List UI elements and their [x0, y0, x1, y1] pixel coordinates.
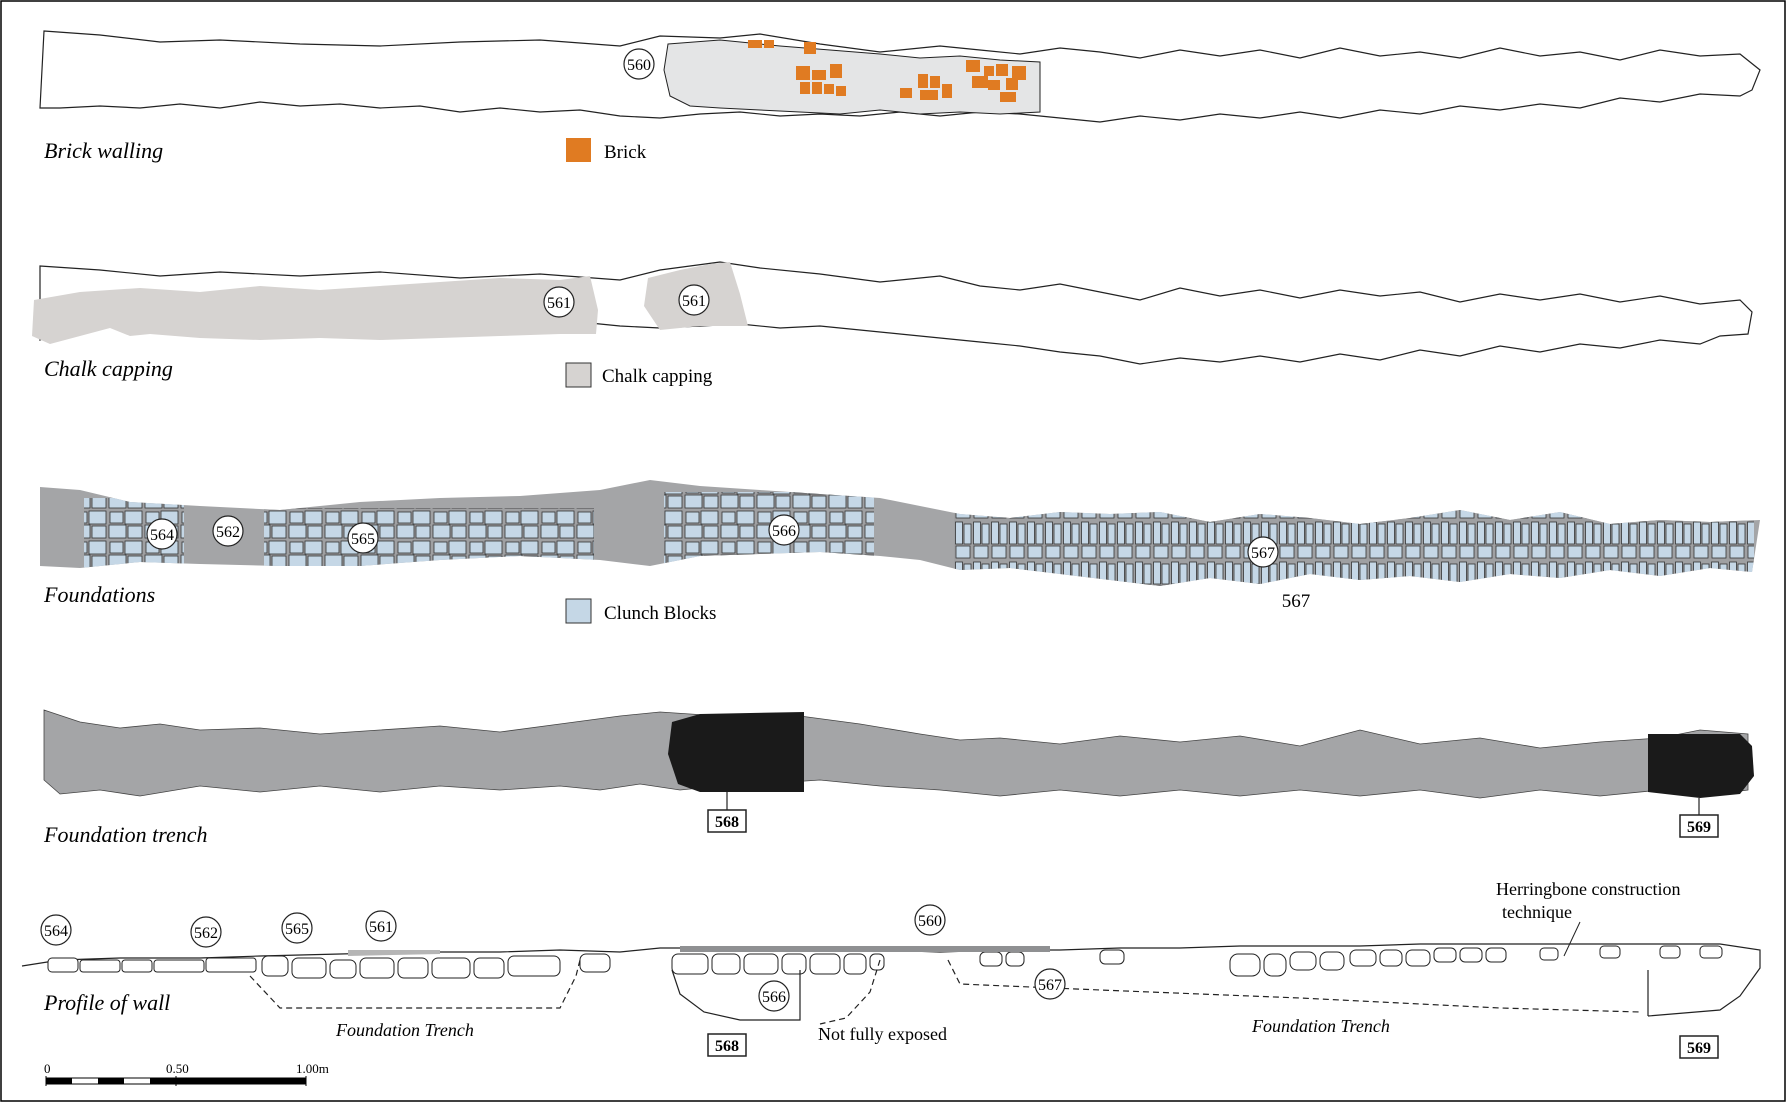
legend-clunch-label: Clunch Blocks — [604, 603, 716, 624]
not-fully-exposed-dashed — [819, 959, 881, 1025]
context-marker-561a — [543, 286, 575, 318]
scale-bar: 0 0.50 1.00m — [44, 1061, 329, 1086]
legend-brick-label: Brick — [604, 142, 647, 163]
context-label-566: 566 — [772, 523, 796, 540]
profile-context-label-562: 562 — [194, 925, 218, 942]
row-title-foundations: Foundations — [43, 582, 155, 607]
profile-context-label-565: 565 — [285, 921, 309, 938]
herringbone-note-line1: Herringbone construction — [1496, 879, 1680, 899]
herringbone-note-line2: technique — [1502, 902, 1572, 922]
foundation-trench-label-2: Foundation Trench — [1251, 1016, 1390, 1036]
context-marker-560 — [623, 48, 655, 80]
row-title-brick-walling: Brick walling — [44, 138, 163, 163]
context-marker-561b — [678, 284, 710, 316]
context-label-562: 562 — [216, 524, 240, 541]
not-fully-exposed-label: Not fully exposed — [818, 1024, 947, 1044]
profile-context-marker-567 — [1034, 968, 1066, 1000]
profile-context-marker-564 — [40, 914, 72, 946]
context-box-label-569: 569 — [1687, 819, 1711, 836]
profile-chalk-capping — [348, 950, 440, 956]
profile-context-marker-566 — [758, 980, 790, 1012]
context-box-568 — [707, 809, 747, 833]
context-marker-565 — [347, 522, 379, 554]
profile-context-marker-560 — [914, 904, 946, 936]
profile-context-marker-561 — [365, 910, 397, 942]
legend-chalk-label: Chalk capping — [602, 366, 713, 387]
foundation-trench-fill — [43, 709, 1749, 799]
context-marker-566 — [768, 514, 800, 546]
brick-walling-plan: 560 Brick walling Brick — [39, 30, 1761, 163]
brick-pieces — [748, 40, 1026, 102]
profile-brick-course — [680, 946, 1050, 952]
context-box-label-568: 568 — [715, 814, 739, 831]
profile-context-marker-565 — [281, 912, 313, 944]
scale-label-050: 0.50 — [166, 1061, 189, 1076]
foundation-trench-dashed-2 — [947, 959, 1641, 1013]
profile-context-label-566: 566 — [762, 989, 786, 1006]
chalk-capping-plan: 561 561 Chalk capping Chalk capping — [32, 261, 1753, 388]
context-box-569 — [1679, 814, 1719, 838]
row-title-chalk-capping: Chalk capping — [44, 356, 173, 381]
context-marker-567 — [1247, 536, 1279, 568]
wall-profile: 564 562 565 561 560 566 567 568 569 Herr… — [21, 879, 1761, 1059]
profile-context-box-568 — [707, 1033, 747, 1057]
scale-label-100: 1.00m — [296, 1061, 329, 1076]
scale-label-0: 0 — [44, 1061, 51, 1076]
foundation-trench-label-1: Foundation Trench — [335, 1020, 474, 1040]
foundation-trench-plan: 568 569 Foundation trench — [43, 709, 1754, 847]
trench-fill-569 — [1648, 734, 1754, 798]
context-label-560: 560 — [627, 57, 651, 74]
profile-context-label-567: 567 — [1038, 977, 1062, 994]
context-label-561a: 561 — [547, 295, 571, 312]
trench-fill-568 — [668, 712, 804, 792]
profile-stones — [47, 945, 1723, 979]
foundation-trench-dashed-1 — [249, 959, 581, 1009]
context-marker-564 — [146, 518, 178, 550]
herringbone-leader — [1563, 921, 1581, 957]
context-label-564: 564 — [150, 527, 174, 544]
legend-chalk-swatch — [565, 362, 592, 388]
profile-context-label-560: 560 — [918, 913, 942, 930]
context-label-567: 567 — [1251, 545, 1275, 562]
trench-568-section — [671, 969, 801, 1021]
legend-brick-swatch — [566, 138, 591, 162]
profile-context-box-569 — [1679, 1035, 1719, 1059]
context-label-567-below: 567 — [1282, 591, 1311, 612]
chalk-capping-area-a — [32, 276, 598, 344]
profile-context-label-561: 561 — [369, 919, 393, 936]
foundations-plan: 564 562 565 566 567 567 Foundations Clun… — [40, 480, 1760, 624]
profile-context-marker-562 — [190, 916, 222, 948]
row-title-profile-of-wall: Profile of wall — [43, 990, 170, 1015]
context-label-561b: 561 — [682, 293, 706, 310]
profile-context-box-label-568: 568 — [715, 1038, 739, 1055]
context-label-565: 565 — [351, 531, 375, 548]
context-marker-562 — [212, 515, 244, 547]
row-title-foundation-trench: Foundation trench — [43, 822, 208, 847]
profile-context-box-label-569: 569 — [1687, 1040, 1711, 1057]
profile-context-label-564: 564 — [44, 923, 68, 940]
legend-clunch-swatch — [565, 598, 592, 624]
